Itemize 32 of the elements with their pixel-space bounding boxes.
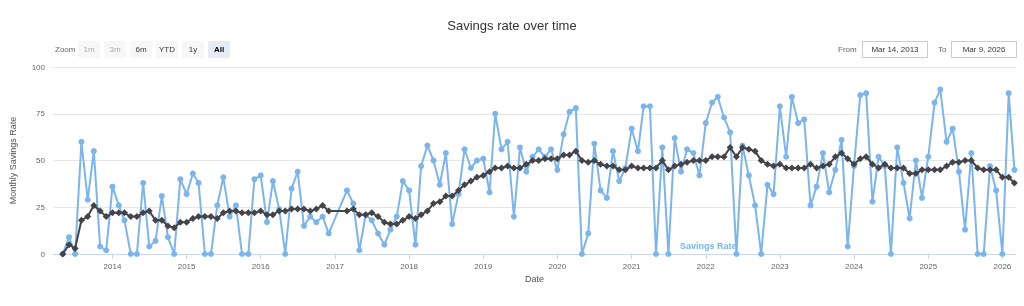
y-tick-label: 100	[31, 62, 46, 72]
x-tick-label: 2022	[696, 261, 716, 271]
text: To	[938, 44, 947, 56]
y-tick-label: 25	[36, 202, 46, 212]
x-tick-label: 2026	[993, 261, 1012, 271]
y-axis-title: Monthly Savings Rate	[7, 116, 18, 205]
range-button: 6m	[130, 41, 152, 58]
range-button: YTD	[156, 41, 178, 58]
range-button: 1m	[78, 41, 100, 58]
x-tick-label: 2017	[326, 261, 345, 271]
date-field: Mar 9, 2026	[951, 41, 1017, 58]
date-field: Mar 14, 2013	[862, 41, 928, 58]
x-tick-label: 2014	[103, 261, 122, 271]
y-tick-label: 0	[40, 249, 46, 259]
text: From	[838, 44, 857, 56]
range-button: 1y	[182, 41, 204, 58]
x-tick-label: 2024	[845, 261, 864, 271]
x-tick-label: 2015	[177, 261, 197, 271]
y-tick-label: 75	[36, 109, 46, 119]
text: Zoom	[55, 44, 76, 56]
x-axis-title: Date	[524, 274, 545, 285]
range-button: 3m	[104, 41, 126, 58]
range-button: All	[208, 41, 230, 58]
chart-title: Savings rate over time	[447, 18, 577, 33]
x-tick-label: 2025	[919, 261, 938, 271]
x-tick-label: 2018	[400, 261, 419, 271]
y-tick-label: 50	[36, 156, 46, 165]
x-tick-label: 2020	[548, 261, 567, 271]
x-tick-label: 2016	[251, 261, 271, 271]
x-tick-label: 2021	[622, 261, 642, 271]
x-tick-label: 2019	[474, 261, 493, 271]
x-tick-label: 2023	[770, 261, 790, 271]
